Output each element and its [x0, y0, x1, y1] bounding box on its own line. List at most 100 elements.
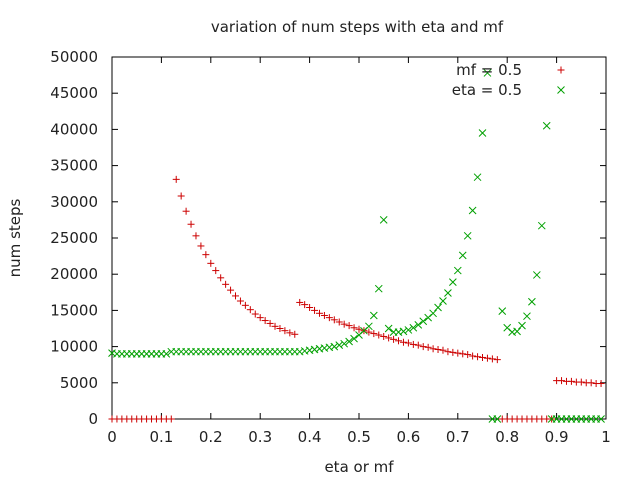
data-point — [454, 349, 462, 357]
data-point — [301, 301, 309, 309]
data-point — [587, 379, 595, 387]
data-point — [518, 321, 526, 330]
series-2 — [108, 69, 605, 423]
data-point — [271, 322, 279, 330]
data-point — [463, 231, 472, 240]
data-point — [459, 350, 467, 358]
data-point — [409, 323, 418, 332]
y-tick-label: 25000 — [50, 229, 98, 247]
data-point — [232, 292, 239, 300]
data-point — [212, 267, 220, 275]
data-point — [340, 320, 348, 328]
y-tick-label: 40000 — [50, 120, 98, 138]
data-point — [281, 327, 289, 335]
data-point — [434, 303, 442, 312]
data-point — [217, 274, 225, 282]
data-point — [384, 324, 393, 333]
data-point — [390, 335, 398, 343]
x-tick-label: 0.5 — [347, 428, 371, 446]
data-point — [449, 348, 457, 356]
data-point — [374, 284, 383, 293]
legend-label: eta = 0.5 — [452, 81, 522, 99]
data-point — [335, 318, 343, 326]
data-point — [453, 266, 462, 275]
data-point — [493, 356, 501, 364]
data-point — [261, 317, 269, 325]
data-point — [395, 337, 403, 345]
series-1 — [108, 175, 605, 423]
data-point — [558, 377, 566, 385]
legend-marker — [557, 66, 565, 74]
x-tick-label: 0.8 — [495, 428, 519, 446]
data-point — [498, 307, 507, 315]
data-point — [464, 351, 472, 359]
data-point — [246, 306, 254, 314]
data-point — [345, 337, 353, 346]
data-point — [197, 242, 205, 250]
x-tick-label: 0.3 — [248, 428, 272, 446]
data-point — [419, 317, 428, 326]
data-point — [424, 343, 432, 351]
y-tick-label: 5000 — [60, 374, 98, 392]
data-point — [434, 345, 442, 353]
data-point — [399, 338, 407, 346]
data-point — [532, 271, 541, 279]
data-point — [306, 304, 314, 312]
x-tick-label: 0 — [107, 428, 117, 446]
data-point — [567, 377, 575, 385]
data-point — [370, 330, 378, 338]
data-point — [419, 343, 427, 351]
y-tick-label: 45000 — [50, 84, 98, 102]
data-point — [483, 69, 492, 77]
data-point — [276, 325, 284, 332]
data-point — [469, 352, 477, 360]
data-point — [227, 286, 235, 294]
data-point — [444, 289, 452, 297]
data-point — [187, 220, 195, 228]
data-point — [399, 327, 408, 336]
data-point — [266, 319, 274, 327]
data-point — [167, 415, 175, 423]
legend-label: mf = 0.5 — [456, 61, 522, 79]
data-point — [291, 330, 299, 338]
data-point — [202, 251, 210, 259]
data-point — [330, 316, 338, 324]
data-marks — [108, 69, 605, 423]
x-axis-label: eta or mf — [324, 458, 394, 476]
data-point — [380, 332, 388, 340]
x-tick-label: 0.7 — [446, 428, 470, 446]
data-point — [296, 298, 304, 306]
data-point — [414, 341, 422, 349]
data-point — [355, 325, 363, 333]
data-point — [444, 348, 452, 356]
data-point — [286, 329, 294, 337]
data-point — [311, 306, 319, 314]
data-point — [325, 314, 333, 322]
data-point — [350, 324, 358, 332]
data-point — [251, 310, 259, 318]
y-tick-label: 20000 — [50, 265, 98, 283]
data-point — [340, 339, 349, 348]
data-point — [256, 314, 264, 322]
y-tick-label: 50000 — [50, 48, 98, 66]
data-point — [369, 311, 378, 320]
data-point — [483, 354, 491, 362]
data-point — [468, 206, 477, 215]
data-point — [409, 340, 417, 348]
plot-frame — [111, 56, 607, 420]
data-point — [379, 216, 388, 224]
x-tick-label: 0.4 — [298, 428, 322, 446]
data-point — [365, 328, 373, 336]
x-tick-label: 0.6 — [396, 428, 420, 446]
data-point — [162, 349, 171, 358]
data-point — [192, 232, 200, 240]
data-point — [439, 297, 447, 305]
data-point — [414, 321, 423, 329]
data-point — [375, 331, 383, 339]
data-point — [404, 326, 413, 334]
data-point — [241, 301, 249, 309]
data-point — [345, 322, 353, 330]
data-point — [537, 221, 546, 230]
chart-title: variation of num steps with eta and mf — [211, 18, 504, 36]
